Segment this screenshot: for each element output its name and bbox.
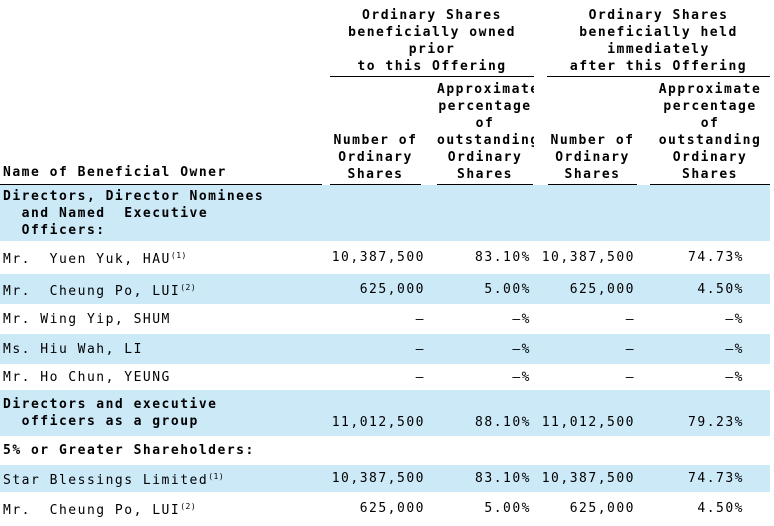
table-row: Ms. Hiu Wah, LI — —% — —% [0, 334, 771, 364]
pct-prior-cell: 83.10% [475, 250, 532, 265]
footnote-marker: (1) [208, 472, 225, 481]
table-row: Directors and executive officers as a gr… [0, 390, 771, 436]
owner-name-cell: Directors and executive officers as a gr… [3, 397, 218, 429]
footnote-marker: (2) [180, 502, 197, 511]
owner-name-cell: Star Blessings Limited(1) [0, 465, 322, 492]
col-header-pct-after: Approximate percentage of outstanding Or… [638, 77, 771, 185]
owner-name: Ms. Hiu Wah, LI [3, 341, 143, 357]
footnote-marker: (1) [170, 251, 187, 260]
shares-after-cell: 625,000 [569, 281, 636, 297]
pct-after-cell: 4.50% [697, 501, 745, 516]
table-row: Mr. Cheung Po, LUI(2) 625,000 5.00% 625,… [0, 492, 770, 525]
pct-after-cell: —% [725, 341, 745, 357]
owner-name: Mr. Wing Yip, SHUM [3, 311, 171, 327]
shares-after-cell: 625,000 [569, 501, 636, 516]
pct-after-cell: 74.73% [688, 250, 745, 265]
group-header-prior: Ordinary Shares beneficially owned prior… [322, 0, 535, 77]
table-row: Mr. Yuen Yuk, HAU(1) 10,387,500 83.10% 1… [0, 241, 770, 274]
shares-prior-cell: — [415, 369, 425, 385]
table-row: Mr. Wing Yip, SHUM — —% — —% [0, 304, 770, 334]
table-row: Star Blessings Limited(1) 10,387,500 83.… [0, 465, 771, 492]
col-header-shares-after-label: Number of Ordinary Shares [548, 132, 638, 185]
shares-after-cell: 10,387,500 [541, 471, 636, 486]
table-row: 5% or Greater Shareholders: [0, 436, 770, 465]
shares-prior-cell: 625,000 [359, 281, 425, 297]
group-header-prior-label: Ordinary Shares beneficially owned prior… [330, 7, 535, 77]
owner-name-cell: Mr. Wing Yip, SHUM [0, 304, 322, 334]
owner-name-cell: Mr. Yuen Yuk, HAU(1) [0, 241, 322, 274]
shares-prior-cell: 10,387,500 [331, 250, 425, 265]
pct-after-cell: —% [725, 369, 745, 385]
group-header-spacer [0, 0, 322, 77]
shares-prior-cell: 10,387,500 [331, 471, 425, 486]
pct-after-cell: 4.50% [697, 281, 745, 297]
name-column-header-label: Name of Beneficial Owner [0, 164, 322, 185]
group-header-row: Ordinary Shares beneficially owned prior… [0, 0, 771, 77]
table-row: Directors, Director Nominees and Named E… [0, 185, 771, 241]
pct-after-cell: 74.73% [688, 471, 745, 486]
shares-after-cell: 11,012,500 [541, 415, 636, 430]
name-column-header: Name of Beneficial Owner [0, 77, 322, 185]
table-row: Mr. Cheung Po, LUI(2) 625,000 5.00% 625,… [0, 274, 771, 304]
col-header-pct-prior: Approximate percentage of outstanding Or… [428, 77, 534, 185]
owner-name-cell: Mr. Cheung Po, LUI(2) [0, 492, 322, 525]
col-header-shares-prior-label: Number of Ordinary Shares [330, 132, 421, 185]
pct-prior-cell: 88.10% [475, 415, 532, 430]
shares-prior-cell: 11,012,500 [331, 415, 425, 430]
shares-after-cell: — [625, 369, 636, 385]
pct-after-cell: 79.23% [688, 415, 745, 430]
group-header-after-label: Ordinary Shares beneficially held immedi… [547, 7, 771, 77]
shares-after-cell: — [625, 311, 636, 327]
pct-prior-cell: 5.00% [484, 501, 532, 516]
owner-name: Mr. Cheung Po, LUI [3, 283, 181, 299]
shares-after-cell: — [625, 341, 636, 357]
col-header-shares-after: Number of Ordinary Shares [534, 77, 638, 185]
owner-name: Mr. Yuen Yuk, HAU [3, 252, 171, 267]
footnote-marker: (2) [180, 282, 197, 292]
col-header-pct-prior-label: Approximate percentage of outstanding Or… [437, 81, 534, 185]
shares-prior-cell: — [415, 311, 425, 327]
owner-name-cell: Mr. Cheung Po, LUI(2) [0, 274, 322, 304]
section-header-cell: 5% or Greater Shareholders: [3, 443, 255, 458]
section-header-cell: Directors, Director Nominees and Named E… [3, 188, 265, 238]
pct-prior-cell: —% [512, 341, 532, 357]
owner-name: Mr. Cheung Po, LUI [3, 503, 181, 518]
pct-prior-cell: 5.00% [484, 281, 532, 297]
shares-prior-cell: — [415, 341, 425, 357]
table-row: Mr. Ho Chun, YEUNG — —% — —% [0, 364, 770, 390]
owner-name-cell: Ms. Hiu Wah, LI [0, 334, 322, 364]
owner-name-cell: Mr. Ho Chun, YEUNG [0, 364, 322, 390]
col-header-pct-after-label: Approximate percentage of outstanding Or… [650, 81, 771, 185]
pct-prior-cell: 83.10% [475, 471, 532, 486]
owner-name: Star Blessings Limited [3, 473, 209, 488]
col-header-shares-prior: Number of Ordinary Shares [322, 77, 428, 185]
owner-name: Mr. Ho Chun, YEUNG [3, 369, 171, 385]
pct-prior-cell: —% [512, 369, 532, 385]
pct-after-cell: —% [725, 311, 745, 327]
group-header-after: Ordinary Shares beneficially held immedi… [534, 0, 771, 77]
pct-prior-cell: —% [512, 311, 532, 327]
shares-prior-cell: 625,000 [359, 501, 425, 516]
column-header-row: Name of Beneficial Owner Number of Ordin… [0, 77, 771, 185]
shares-after-cell: 10,387,500 [541, 250, 636, 265]
